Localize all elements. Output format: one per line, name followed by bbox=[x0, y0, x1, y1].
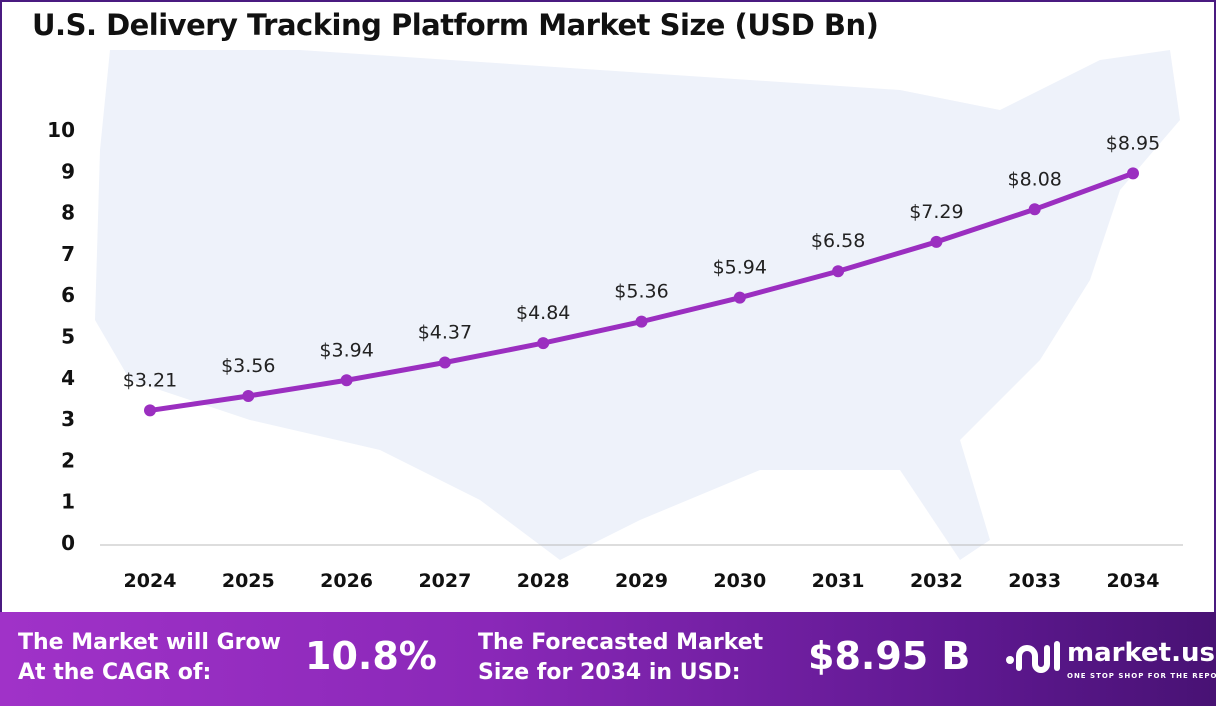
chart-title: U.S. Delivery Tracking Platform Market S… bbox=[32, 8, 879, 42]
cagr-label-1: The Market will Grow bbox=[18, 630, 281, 655]
cagr-label-2: At the CAGR of: bbox=[18, 660, 212, 685]
x-tick-label: 2025 bbox=[222, 570, 275, 592]
x-tick-label: 2031 bbox=[812, 570, 865, 592]
y-tick-label: 0 bbox=[61, 531, 75, 555]
y-tick-label: 1 bbox=[61, 490, 75, 514]
y-tick-label: 7 bbox=[61, 242, 75, 266]
brand-tagline: ONE STOP SHOP FOR THE REPORTS bbox=[1067, 672, 1216, 680]
data-label: $4.37 bbox=[418, 322, 472, 344]
y-tick-label: 10 bbox=[47, 118, 75, 142]
x-tick-label: 2030 bbox=[713, 570, 766, 592]
data-point bbox=[1028, 203, 1041, 216]
y-tick-label: 3 bbox=[61, 407, 75, 431]
data-label: $4.84 bbox=[516, 302, 570, 324]
data-label: $3.56 bbox=[221, 355, 275, 377]
y-tick-label: 2 bbox=[61, 448, 75, 472]
brand-name: market.us bbox=[1067, 638, 1215, 668]
footer-banner: The Market will Grow At the CAGR of: 10.… bbox=[0, 612, 1216, 706]
x-tick-label: 2024 bbox=[124, 570, 177, 592]
y-tick-label: 5 bbox=[61, 325, 75, 349]
forecast-label-2: Size for 2034 in USD: bbox=[478, 660, 741, 685]
data-label: $7.29 bbox=[909, 201, 963, 223]
x-tick-label: 2028 bbox=[517, 570, 570, 592]
data-point bbox=[733, 291, 746, 304]
data-label: $3.21 bbox=[123, 369, 177, 391]
data-point bbox=[1127, 167, 1139, 180]
market-us-logo: market.us ONE STOP SHOP FOR THE REPORTS bbox=[1005, 634, 1216, 682]
data-label: $8.95 bbox=[1106, 132, 1160, 154]
data-point bbox=[144, 404, 156, 417]
forecast-label-1: The Forecasted Market bbox=[478, 630, 764, 655]
line-chart: 0 1 2 3 4 5 6 7 8 9 10 2024 2025 2026 2027 2028 2029 2030… bbox=[47, 50, 1183, 592]
data-point bbox=[242, 389, 255, 402]
us-map-background bbox=[95, 50, 1180, 560]
x-tick-label: 2033 bbox=[1008, 570, 1061, 592]
data-label: $5.94 bbox=[713, 257, 767, 279]
y-tick-label: 6 bbox=[61, 283, 75, 307]
data-label: $3.94 bbox=[319, 339, 373, 361]
data-point bbox=[930, 235, 943, 248]
data-label: $5.36 bbox=[614, 281, 668, 303]
data-point bbox=[635, 315, 648, 328]
x-tick-label: 2034 bbox=[1107, 570, 1160, 592]
x-tick-label: 2029 bbox=[615, 570, 668, 592]
forecast-value: $8.95 B bbox=[808, 634, 971, 678]
cagr-value: 10.8% bbox=[305, 634, 437, 678]
y-tick-label: 9 bbox=[61, 159, 75, 183]
y-tick-label: 8 bbox=[61, 201, 75, 225]
data-point bbox=[438, 356, 451, 369]
data-point bbox=[340, 374, 353, 387]
data-point bbox=[832, 265, 845, 278]
data-point bbox=[537, 337, 550, 350]
x-tick-label: 2032 bbox=[910, 570, 963, 592]
x-tick-label: 2027 bbox=[418, 570, 471, 592]
data-label: $6.58 bbox=[811, 230, 865, 252]
market-us-logo-icon bbox=[1006, 641, 1060, 673]
x-tick-label: 2026 bbox=[320, 570, 373, 592]
data-label: $8.08 bbox=[1007, 168, 1061, 190]
y-tick-label: 4 bbox=[61, 366, 75, 390]
